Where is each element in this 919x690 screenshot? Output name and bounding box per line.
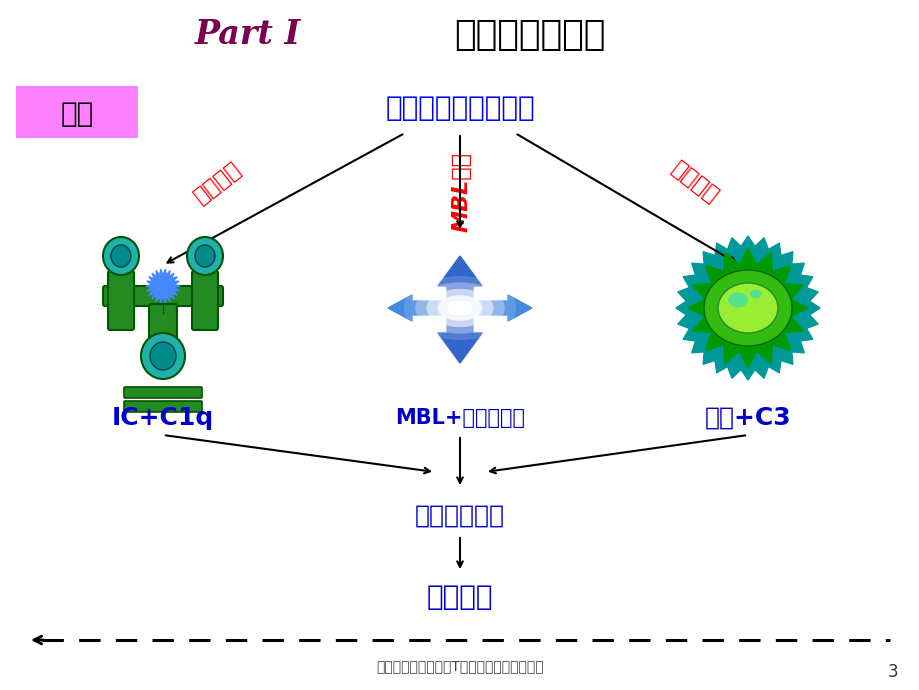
Polygon shape [146,269,180,303]
Ellipse shape [717,283,777,333]
Ellipse shape [437,295,482,321]
Text: 经典途径: 经典途径 [190,159,245,208]
FancyBboxPatch shape [149,304,176,340]
Text: Part I: Part I [195,19,301,52]
Text: MBL途径: MBL途径 [451,152,471,232]
Text: 补体参与的反应: 补体参与的反应 [454,18,605,52]
FancyBboxPatch shape [124,387,202,398]
Ellipse shape [141,333,185,379]
Polygon shape [437,303,482,363]
Text: 旁路途径: 旁路途径 [667,159,721,208]
Ellipse shape [703,270,791,346]
Text: 免疫学补体参和反应T细胞数量和其功能检测: 免疫学补体参和反应T细胞数量和其功能检测 [376,659,543,673]
Polygon shape [687,248,807,368]
Polygon shape [675,236,819,380]
Text: 细胞溶解: 细胞溶解 [426,583,493,611]
Text: 膜攻击复合物: 膜攻击复合物 [414,504,505,528]
FancyBboxPatch shape [103,286,222,306]
Ellipse shape [727,293,747,308]
Ellipse shape [414,282,505,333]
Ellipse shape [103,237,139,275]
FancyBboxPatch shape [192,271,218,330]
Ellipse shape [150,342,176,370]
Ellipse shape [425,289,494,327]
Polygon shape [471,295,531,321]
Polygon shape [437,256,482,316]
Ellipse shape [749,290,761,299]
FancyBboxPatch shape [124,401,202,412]
Ellipse shape [187,237,222,275]
Text: 补体激活的三条途径: 补体激活的三条途径 [385,94,534,122]
Polygon shape [388,295,448,321]
Text: IC+C1q: IC+C1q [112,406,214,430]
Text: MBL+病原体配基: MBL+病原体配基 [394,408,525,428]
Ellipse shape [447,301,472,315]
Ellipse shape [403,276,516,340]
Text: 复习: 复习 [61,100,94,128]
Text: 细菌+C3: 细菌+C3 [704,406,790,430]
Ellipse shape [111,245,130,267]
FancyBboxPatch shape [108,271,134,330]
FancyBboxPatch shape [16,86,138,138]
Ellipse shape [195,245,215,267]
Text: 3: 3 [887,663,897,681]
